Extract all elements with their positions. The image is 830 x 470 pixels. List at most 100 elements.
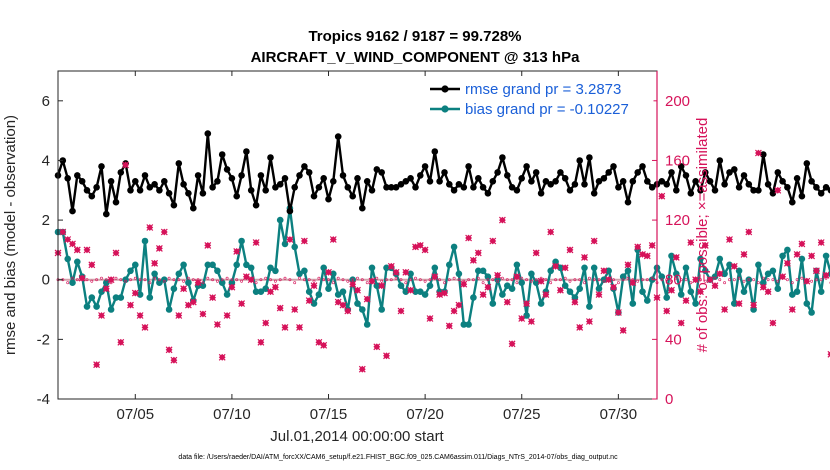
- rmse-point: [199, 190, 207, 197]
- bias-point: [513, 261, 521, 269]
- bias-point: [204, 261, 212, 269]
- obs-possible-marker: [100, 276, 103, 280]
- bias-point: [223, 291, 231, 298]
- obs-assimilated-cross: [228, 283, 236, 291]
- obs-assimilated-cross: [204, 241, 212, 249]
- obs-assimilated-cross: [484, 283, 492, 291]
- rmse-point: [494, 169, 501, 176]
- obs-possible-marker: [225, 276, 229, 280]
- bias-point: [209, 261, 216, 269]
- obs-assimilated-cross: [783, 259, 791, 267]
- obs-assimilated-cross: [610, 283, 617, 291]
- y-right-tick-label: 200: [665, 93, 690, 110]
- obs-assimilated-cross: [69, 240, 76, 248]
- bias-point: [450, 243, 458, 251]
- obs-possible-marker: [699, 278, 702, 282]
- bias-point: [218, 279, 226, 287]
- obs-assimilated-cross: [146, 224, 154, 231]
- rmse-point: [392, 184, 400, 191]
- obs-assimilated-cross: [624, 261, 632, 269]
- x-axis-label: Jul.01,2014 00:00:00 start: [270, 428, 444, 445]
- bias-point: [682, 264, 690, 272]
- bias-point: [233, 261, 240, 269]
- obs-possible-marker: [786, 278, 789, 282]
- bias-point: [252, 288, 260, 296]
- bias-point: [489, 300, 497, 307]
- rmse-point: [615, 184, 622, 191]
- obs-possible-marker: [703, 279, 707, 283]
- obs-assimilated-cross: [122, 161, 130, 169]
- obs-possible-marker: [732, 278, 736, 282]
- obs-possible-marker: [510, 278, 514, 282]
- rmse-point: [479, 184, 487, 191]
- obs-assimilated-cross: [827, 350, 830, 358]
- obs-possible-marker: [182, 279, 186, 283]
- rmse-point: [301, 163, 308, 170]
- obs-assimilated-cross: [131, 289, 139, 297]
- rmse-point: [281, 175, 289, 182]
- rmse-point: [204, 130, 212, 137]
- rmse-point: [146, 184, 154, 191]
- rmse-point: [214, 178, 221, 185]
- obs-possible-marker: [283, 276, 287, 280]
- rmse-point: [305, 169, 313, 176]
- obs-assimilated-cross: [581, 253, 588, 261]
- bias-point: [571, 294, 579, 301]
- rmse-point: [320, 175, 328, 182]
- bias-point: [619, 273, 627, 281]
- obs-possible-marker: [191, 278, 195, 282]
- y-tick-label: -4: [37, 391, 50, 408]
- rmse-point: [470, 184, 477, 191]
- legend-bias-marker: [441, 105, 449, 113]
- x-tick-label: 07/10: [213, 406, 251, 423]
- obs-possible-marker: [795, 278, 799, 282]
- obs-assimilated-cross: [102, 285, 110, 293]
- obs-possible-marker: [486, 278, 490, 282]
- obs-possible-marker: [215, 279, 219, 283]
- rmse-point: [663, 181, 670, 188]
- rmse-point: [697, 187, 704, 194]
- obs-assimilated-cross: [170, 356, 178, 364]
- obs-possible-marker: [718, 278, 722, 282]
- obs-possible-marker: [752, 278, 756, 282]
- bias-point: [774, 285, 782, 293]
- obs-assimilated-cross: [402, 268, 410, 276]
- bias-point: [663, 294, 670, 301]
- bias-point: [339, 288, 347, 296]
- bias-point: [740, 288, 748, 296]
- obs-possible-marker: [138, 278, 142, 282]
- obs-possible-marker: [766, 278, 770, 282]
- obs-possible-marker: [399, 278, 403, 282]
- bias-point: [789, 291, 796, 298]
- obs-assimilated-cross: [503, 298, 511, 306]
- obs-assimilated-cross: [383, 352, 390, 360]
- rmse-point: [639, 163, 646, 170]
- obs-assimilated-cross: [629, 279, 637, 287]
- obs-assimilated-cross: [754, 149, 762, 157]
- obs-assimilated-cross: [469, 256, 477, 264]
- bias-point: [267, 264, 274, 272]
- obs-possible-marker: [322, 278, 326, 282]
- obs-assimilated-cross: [600, 267, 608, 275]
- obs-possible-marker: [573, 278, 577, 282]
- obs-possible-marker: [124, 279, 128, 283]
- obs-assimilated-cross: [682, 297, 690, 305]
- obs-possible-marker: [162, 279, 166, 283]
- obs-possible-marker: [815, 278, 818, 282]
- obs-possible-marker: [148, 281, 152, 285]
- bias-point: [769, 267, 777, 275]
- bias-point: [170, 285, 178, 293]
- obs-assimilated-cross: [566, 246, 574, 254]
- obs-assimilated-cross: [339, 301, 347, 309]
- rmse-point: [750, 187, 757, 194]
- bias-point: [677, 291, 685, 298]
- obs-possible-marker: [95, 278, 99, 282]
- obs-assimilated-cross: [407, 286, 415, 294]
- obs-possible-marker: [259, 278, 263, 282]
- obs-assimilated-cross: [136, 312, 144, 319]
- rmse-point: [542, 178, 550, 185]
- rmse-point: [813, 184, 820, 191]
- obs-assimilated-cross: [643, 252, 651, 260]
- obs-assimilated-cross: [252, 239, 260, 246]
- x-tick-label: 07/20: [406, 406, 444, 423]
